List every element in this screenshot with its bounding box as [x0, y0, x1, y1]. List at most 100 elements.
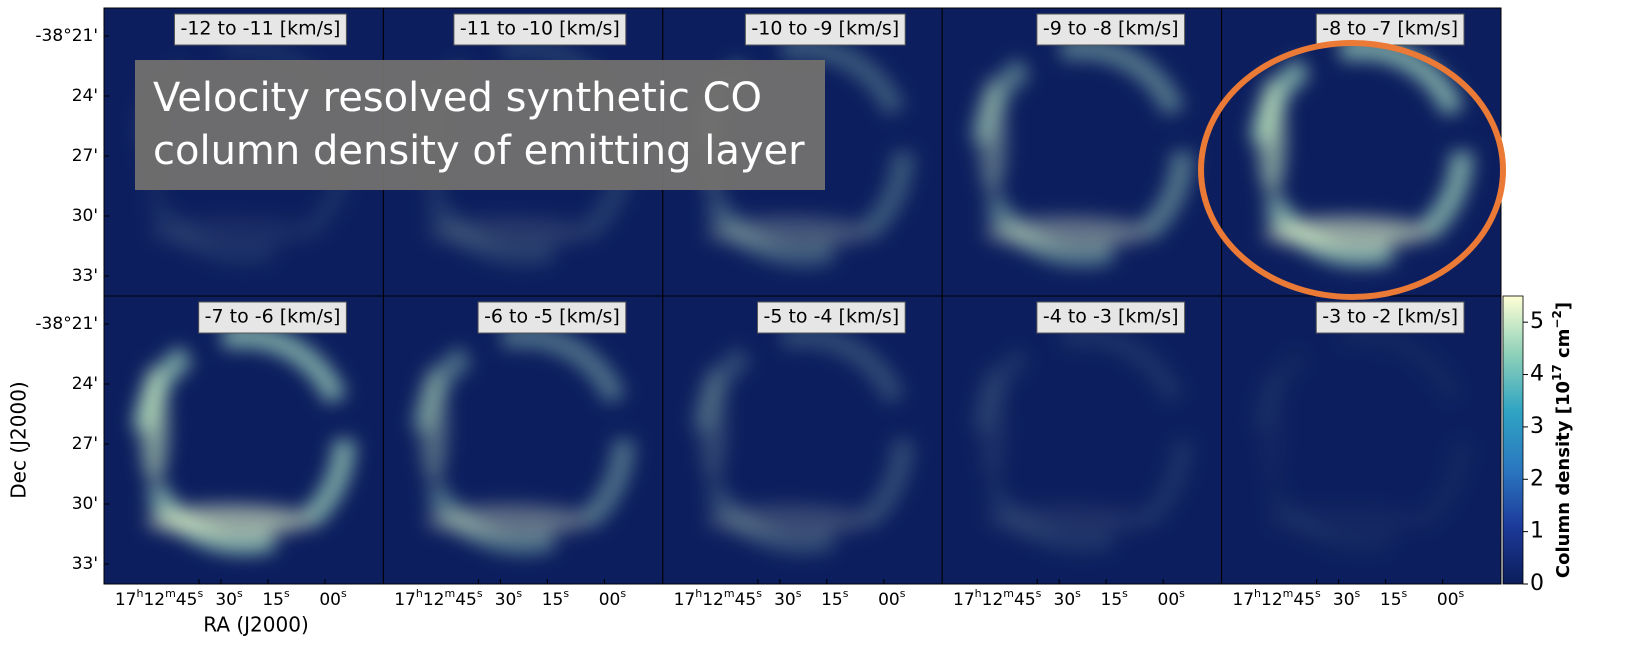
ra-tick-part: 15: [1101, 590, 1123, 610]
ra-tick-part: 12: [982, 590, 1004, 610]
ra-tick-part: m: [724, 587, 735, 600]
emission-arc: [1264, 217, 1432, 249]
ra-tick-part: s: [796, 587, 802, 600]
emission-arc: [425, 217, 593, 249]
ra-tick-part: s: [1402, 587, 1408, 600]
ra-tick-label: 30s: [215, 587, 243, 610]
ra-tick-label: 00s: [319, 587, 347, 610]
ra-tick-part: 12: [143, 590, 165, 610]
ra-tick-part: 12: [1261, 590, 1283, 610]
ra-tick-label: 30s: [495, 587, 523, 610]
ra-tick-part: s: [1315, 587, 1321, 600]
panel-label: -7 to -6 [km/s]: [205, 306, 341, 328]
ra-tick-part: m: [1003, 587, 1014, 600]
ra-tick-part: 30: [1054, 590, 1076, 610]
colorbar-label-part: cm: [1553, 329, 1574, 365]
ra-tick-part: h: [136, 587, 143, 600]
ra-tick-label: 15s: [262, 587, 290, 610]
ra-tick-part: h: [416, 587, 423, 600]
emission-arc: [1258, 78, 1286, 198]
colorbar: [1503, 296, 1523, 584]
colorbar-label: Column density [1017 cm−2]: [1550, 302, 1575, 578]
ra-tick-label: 17h12m45s: [1232, 587, 1321, 610]
colorbar-tick-label: 1: [1530, 519, 1544, 544]
ra-tick-part: 17: [394, 590, 416, 610]
panel-label: -10 to -9 [km/s]: [751, 18, 899, 40]
ra-tick-part: m: [1283, 587, 1294, 600]
ra-tick-label: 00s: [599, 587, 627, 610]
ra-tick-label: 30s: [1333, 587, 1361, 610]
emission-arc: [705, 217, 873, 249]
emission-arc: [984, 217, 1152, 249]
dec-tick-label: 27': [72, 146, 98, 166]
colorbar-tick-label: 5: [1530, 309, 1544, 334]
ra-tick-part: 45: [455, 590, 477, 610]
ra-tick-label: 15s: [1380, 587, 1408, 610]
emission-arc: [699, 366, 727, 486]
ra-tick-part: 17: [953, 590, 975, 610]
ra-tick-part: m: [165, 587, 176, 600]
ra-tick-part: 45: [735, 590, 757, 610]
emission-arc: [705, 505, 873, 537]
colorbar-label-part: ]: [1553, 302, 1574, 310]
emission-arc: [146, 505, 314, 537]
ra-tick-part: 45: [176, 590, 198, 610]
ra-tick-part: m: [444, 587, 455, 600]
dec-tick-label: 33': [72, 266, 98, 286]
ra-tick-part: s: [1036, 587, 1042, 600]
emission-arc: [425, 505, 593, 537]
ra-tick-part: h: [975, 587, 982, 600]
colorbar-tick-label: 3: [1530, 414, 1544, 439]
emission-arc: [978, 366, 1006, 486]
dec-tick-label: 30': [72, 494, 98, 514]
dec-tick-label: -38°21': [35, 314, 98, 334]
dec-tick-label: 30': [72, 206, 98, 226]
ra-tick-part: 45: [1014, 590, 1036, 610]
ra-tick-part: 00: [319, 590, 341, 610]
ra-tick-part: 15: [821, 590, 843, 610]
ra-tick-part: 12: [423, 590, 445, 610]
ra-tick-part: s: [1355, 587, 1361, 600]
ra-tick-label: 17h12m45s: [115, 587, 204, 610]
emission-arc: [984, 505, 1152, 537]
ra-tick-label: 30s: [774, 587, 802, 610]
ra-tick-part: 17: [1232, 590, 1254, 610]
ra-tick-part: 30: [215, 590, 237, 610]
ra-tick-label: 17h12m45s: [953, 587, 1042, 610]
ra-tick-part: 12: [702, 590, 724, 610]
ra-tick-part: s: [197, 587, 203, 600]
ra-tick-label: 17h12m45s: [674, 587, 763, 610]
ra-tick-part: s: [620, 587, 626, 600]
ra-tick-part: 15: [542, 590, 564, 610]
ra-tick-part: 30: [495, 590, 517, 610]
emission-arc: [146, 217, 314, 249]
emission-arc: [1258, 366, 1286, 486]
dec-tick-label: 27': [72, 434, 98, 454]
ra-axis-label: RA (J2000): [203, 613, 309, 637]
ra-tick-part: 15: [1380, 590, 1402, 610]
panel-label: -11 to -10 [km/s]: [460, 18, 620, 40]
colorbar-label-part: 17: [1550, 364, 1564, 381]
ra-tick-part: 17: [674, 590, 696, 610]
dec-tick-label: -38°21': [35, 26, 98, 46]
ra-tick-part: s: [477, 587, 483, 600]
emission-arc: [420, 366, 448, 486]
figure: -12 to -11 [km/s] -11 to -10 [km/s] -10 to…: [0, 0, 1639, 671]
ra-tick-part: 00: [599, 590, 621, 610]
panel-label: -3 to -2 [km/s]: [1322, 306, 1458, 328]
ra-tick-label: 00s: [1158, 587, 1186, 610]
colorbar-label-part: −2: [1550, 310, 1564, 328]
panel-label: -8 to -7 [km/s]: [1322, 18, 1458, 40]
panel-label: -9 to -8 [km/s]: [1043, 18, 1179, 40]
ra-tick-part: s: [900, 587, 906, 600]
panel-label: -12 to -11 [km/s]: [180, 18, 340, 40]
ra-tick-part: 15: [262, 590, 284, 610]
ra-tick-part: s: [341, 587, 347, 600]
ra-tick-part: s: [563, 587, 569, 600]
title-line: Velocity resolved synthetic CO: [153, 75, 762, 121]
ra-tick-part: 00: [1158, 590, 1180, 610]
emission-arc: [1264, 505, 1432, 537]
ra-tick-part: 45: [1293, 590, 1315, 610]
ra-tick-part: 30: [1333, 590, 1355, 610]
ra-tick-part: s: [516, 587, 522, 600]
